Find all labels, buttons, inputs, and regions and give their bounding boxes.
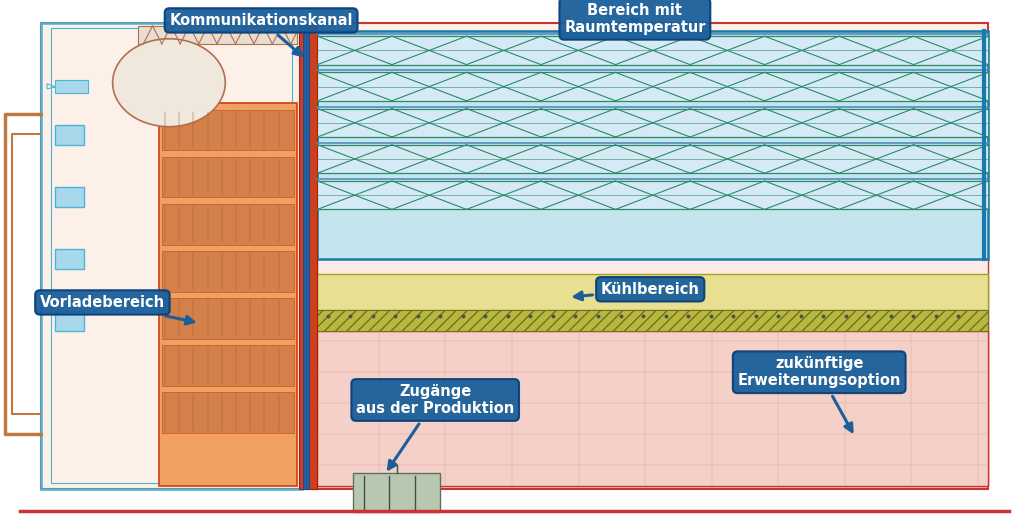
Bar: [317, 181, 988, 209]
Bar: [162, 251, 294, 292]
Bar: [55, 125, 84, 145]
Bar: [317, 310, 988, 331]
Bar: [41, 23, 302, 489]
Bar: [299, 23, 317, 489]
Bar: [317, 31, 988, 486]
Bar: [162, 298, 294, 339]
Bar: [353, 473, 440, 512]
Bar: [162, 345, 294, 386]
Bar: [55, 311, 84, 331]
Bar: [317, 331, 988, 486]
Text: Zugänge
aus der Produktion: Zugänge aus der Produktion: [356, 384, 514, 469]
Bar: [317, 109, 988, 137]
Bar: [317, 31, 988, 258]
Bar: [162, 157, 294, 197]
Bar: [55, 80, 88, 93]
Bar: [162, 392, 294, 433]
Bar: [51, 28, 292, 483]
Text: zukünftige
Erweiterungsoption: zukünftige Erweiterungsoption: [737, 356, 901, 432]
Bar: [159, 103, 297, 486]
Bar: [162, 204, 294, 245]
Text: Bereich mit
Raumtemperatur: Bereich mit Raumtemperatur: [564, 3, 706, 35]
Bar: [317, 274, 988, 310]
Bar: [303, 23, 309, 489]
Text: Vorladebereich: Vorladebereich: [40, 295, 194, 324]
Bar: [162, 110, 294, 150]
Bar: [138, 26, 297, 44]
Ellipse shape: [113, 39, 225, 127]
Bar: [55, 249, 84, 269]
Bar: [317, 36, 988, 65]
Bar: [317, 72, 988, 101]
Bar: [317, 145, 988, 173]
Bar: [55, 187, 84, 207]
Text: Kühlbereich: Kühlbereich: [574, 282, 699, 300]
Text: Kommunikationskanal: Kommunikationskanal: [169, 13, 353, 55]
